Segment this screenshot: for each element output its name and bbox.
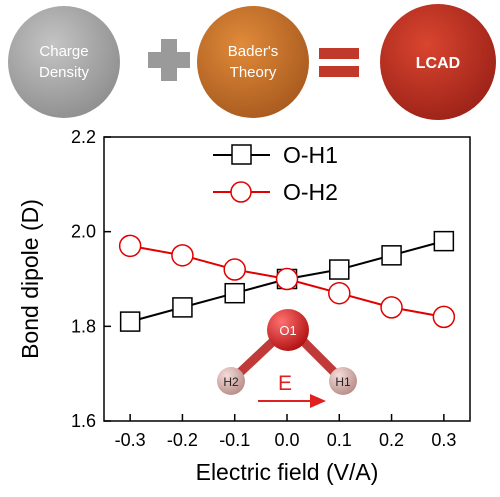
bond-dipole-chart: -0.3 -0.2 -0.1 0.0 0.1 0.2 0.3 1.6 1.8 2.0 2.2 El…: [17, 127, 471, 485]
y-tick-label: 2.2: [71, 127, 96, 147]
charge-density-circle: [8, 6, 120, 118]
x-axis: -0.3 -0.2 -0.1 0.0 0.1 0.2 0.3: [115, 414, 456, 450]
x-tick-label: 0.0: [274, 430, 299, 450]
hydrogen-h1-label: H1: [335, 375, 351, 389]
x-tick-label: -0.2: [167, 430, 198, 450]
series-group: [118, 230, 456, 332]
point-oh1: [119, 311, 141, 332]
point-oh1: [381, 245, 402, 266]
field-label: E: [278, 372, 292, 395]
hydrogen-h2-label: H2: [223, 375, 239, 389]
point-oh1: [172, 297, 193, 318]
point-oh1: [329, 259, 350, 280]
oxygen-label: O1: [279, 323, 296, 338]
point-oh2: [432, 305, 456, 329]
point-oh2: [328, 281, 351, 305]
x-tick-label: 0.2: [379, 430, 404, 450]
hydrogen-h1-atom: [329, 367, 357, 395]
legend-label-oh1: O-H1: [283, 142, 338, 168]
point-oh1: [433, 230, 455, 252]
y-axis-label: Bond dipole (D): [17, 199, 43, 359]
point-oh1: [224, 282, 245, 304]
point-oh2: [118, 234, 142, 258]
baders-theory-circle: [197, 6, 309, 118]
y-tick-label: 2.0: [71, 222, 96, 242]
legend-marker-oh2: [230, 181, 252, 203]
oxygen-atom: [267, 309, 309, 351]
charge-density-label-line1: Charge: [39, 43, 88, 60]
point-oh2: [171, 244, 194, 267]
x-tick-label: -0.1: [219, 430, 250, 450]
water-molecule-inset: O1 H2 H1 E: [217, 309, 357, 408]
point-oh2: [275, 267, 299, 291]
x-tick-label: 0.1: [327, 430, 352, 450]
lcad-circle: [380, 4, 496, 120]
field-arrow-icon: [258, 394, 326, 408]
point-oh2: [223, 258, 246, 281]
header-equation: Charge Density Bader's Theory LCAD: [8, 4, 496, 120]
baders-theory-label-line1: Bader's: [228, 43, 278, 60]
lcad-label: LCAD: [416, 55, 460, 72]
legend: O-H1 O-H2: [213, 142, 338, 205]
point-oh2: [380, 296, 403, 319]
y-axis: 1.6 1.8 2.0 2.2: [71, 127, 111, 431]
x-tick-label: 0.3: [431, 430, 456, 450]
baders-theory-label-line2: Theory: [230, 64, 277, 81]
legend-label-oh2: O-H2: [283, 179, 338, 205]
plus-icon: [148, 39, 190, 81]
x-tick-label: -0.3: [115, 430, 146, 450]
x-axis-label: Electric field (V/A): [196, 459, 379, 485]
charge-density-label-line2: Density: [39, 64, 90, 81]
hydrogen-h2-atom: [217, 367, 245, 395]
y-tick-label: 1.8: [71, 316, 96, 336]
equals-icon: [319, 48, 359, 77]
legend-marker-oh1: [231, 144, 252, 165]
y-tick-label: 1.6: [71, 411, 96, 431]
